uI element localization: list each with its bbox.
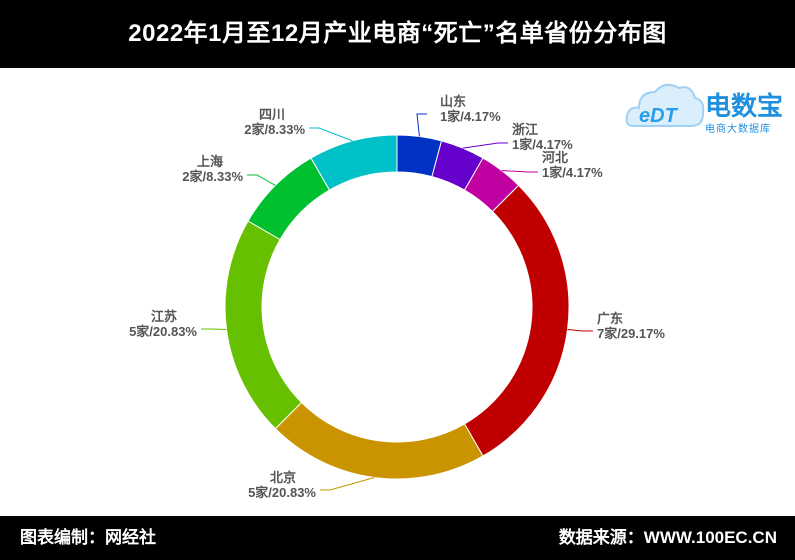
leader-line-上海 <box>247 174 276 186</box>
slice-label-江苏: 江苏 <box>151 309 177 324</box>
slice-value-北京: 5家/20.83% <box>248 485 316 500</box>
footer-source-editor: 图表编制：网经社 <box>20 528 156 547</box>
leader-line-北京 <box>320 477 375 491</box>
logo-brand: 电数宝 <box>705 91 784 121</box>
leader-line-广东 <box>567 328 593 332</box>
slice-label-山东: 山东 <box>440 94 466 109</box>
leader-line-浙江 <box>462 142 508 149</box>
slice-value-上海: 2家/8.33% <box>182 169 243 184</box>
slice-label-广东: 广东 <box>597 311 623 326</box>
cloud-logo-icon: eDT <box>625 83 705 127</box>
slice-value-山东: 1家/4.17% <box>440 109 501 124</box>
slice-value-四川: 2家/8.33% <box>244 122 305 137</box>
leader-line-四川 <box>309 127 353 142</box>
slice-上海 <box>247 157 331 241</box>
slice-label-四川: 四川 <box>259 107 285 122</box>
logo-mark: eDT <box>639 105 679 127</box>
slice-value-广东: 7家/29.17% <box>597 326 665 341</box>
slice-label-河北: 河北 <box>542 150 568 165</box>
slice-value-河北: 1家/4.17% <box>542 165 603 180</box>
slice-label-北京: 北京 <box>270 470 296 485</box>
slice-广东 <box>463 184 570 457</box>
logo-subtitle: 电商大数据库 <box>705 124 771 135</box>
leader-line-山东 <box>416 113 427 137</box>
slice-江苏 <box>224 220 303 430</box>
leader-line-河北 <box>501 170 538 173</box>
slice-value-江苏: 5家/20.83% <box>129 324 197 339</box>
footer-bar: 图表编制：网经社 数据来源：WWW.100EC.CN <box>0 516 795 560</box>
chart-title: 2022年1月至12月产业电商“死亡”名单省份分布图 <box>128 20 667 47</box>
slice-label-浙江: 浙江 <box>512 122 538 137</box>
slice-四川 <box>310 134 398 191</box>
logo: eDT 电数宝 电商大数据库 <box>625 74 790 136</box>
slice-value-浙江: 1家/4.17% <box>512 137 573 152</box>
slice-北京 <box>274 401 484 480</box>
title-bar <box>0 0 795 68</box>
footer-data-source: 数据来源：WWW.100EC.CN <box>558 528 777 547</box>
slice-label-上海: 上海 <box>197 154 223 169</box>
